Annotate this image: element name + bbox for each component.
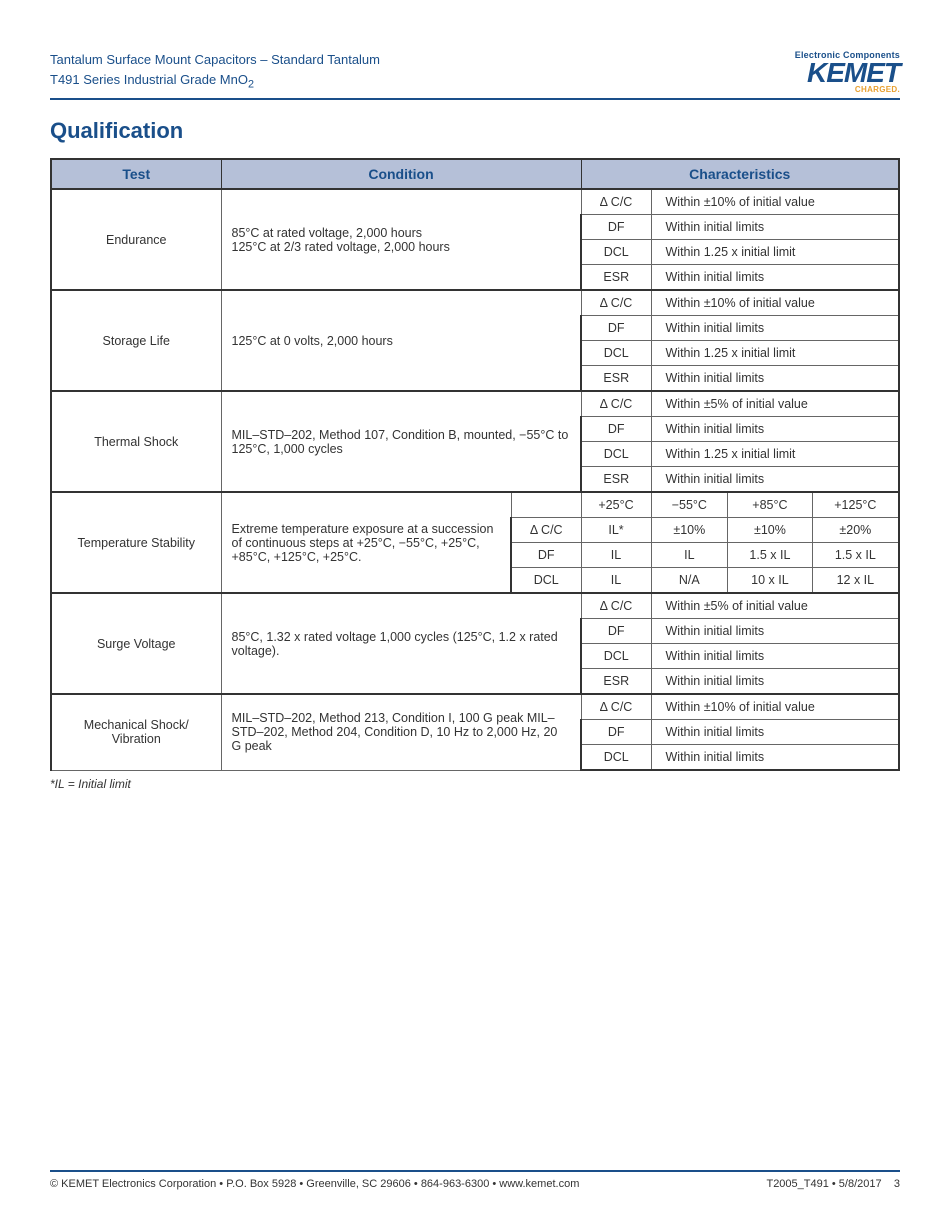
matrix-col-header: +125°C — [812, 492, 899, 518]
characteristic-cell: Within ±10% of initial value — [651, 290, 899, 316]
condition-cell: Extreme temperature exposure at a succes… — [221, 492, 511, 593]
matrix-cell: ±20% — [812, 518, 899, 543]
param-cell: DCL — [581, 644, 651, 669]
characteristic-cell: Within initial limits — [651, 467, 899, 493]
param-cell: DCL — [511, 568, 581, 594]
param-cell: DF — [581, 619, 651, 644]
param-cell: ESR — [581, 265, 651, 291]
matrix-cell: ±10% — [728, 518, 813, 543]
test-cell: Endurance — [51, 189, 221, 290]
param-cell: DCL — [581, 745, 651, 771]
characteristic-cell: Within ±5% of initial value — [651, 593, 899, 619]
characteristic-cell: Within initial limits — [651, 265, 899, 291]
test-cell: Mechanical Shock/ Vibration — [51, 694, 221, 770]
footnote: *IL = Initial limit — [50, 777, 900, 791]
param-cell: DF — [581, 215, 651, 240]
matrix-cell: 1.5 x IL — [812, 543, 899, 568]
condition-cell: 85°C, 1.32 x rated voltage 1,000 cycles … — [221, 593, 581, 694]
param-cell: DF — [581, 417, 651, 442]
param-cell: Δ C/C — [581, 694, 651, 720]
param-cell: ESR — [581, 366, 651, 392]
condition-cell: MIL–STD–202, Method 213, Condition I, 10… — [221, 694, 581, 770]
matrix-col-header: +85°C — [728, 492, 813, 518]
matrix-cell: N/A — [651, 568, 728, 594]
table-header-row: Test Condition Characteristics — [51, 159, 899, 189]
test-cell: Surge Voltage — [51, 593, 221, 694]
characteristic-cell: Within 1.25 x initial limit — [651, 240, 899, 265]
footer-left: © KEMET Electronics Corporation • P.O. B… — [50, 1178, 579, 1190]
logo: Electronic Components KEMET CHARGED. — [795, 50, 900, 94]
characteristic-cell: Within initial limits — [651, 745, 899, 771]
th-condition: Condition — [221, 159, 581, 189]
header-line2: T491 Series Industrial Grade MnO2 — [50, 70, 380, 93]
matrix-cell: 1.5 x IL — [728, 543, 813, 568]
matrix-cell: IL — [581, 543, 651, 568]
condition-cell: MIL–STD–202, Method 107, Condition B, mo… — [221, 391, 581, 492]
param-cell: DCL — [581, 240, 651, 265]
characteristic-cell: Within initial limits — [651, 316, 899, 341]
matrix-col-header: −55°C — [651, 492, 728, 518]
condition-cell: 85°C at rated voltage, 2,000 hours125°C … — [221, 189, 581, 290]
test-cell: Storage Life — [51, 290, 221, 391]
param-cell: DF — [581, 316, 651, 341]
param-cell: Δ C/C — [581, 290, 651, 316]
characteristic-cell: Within initial limits — [651, 720, 899, 745]
header-line1: Tantalum Surface Mount Capacitors – Stan… — [50, 50, 380, 70]
param-cell: Δ C/C — [581, 593, 651, 619]
characteristic-cell: Within initial limits — [651, 417, 899, 442]
param-cell: DCL — [581, 341, 651, 366]
characteristic-cell: Within initial limits — [651, 366, 899, 392]
section-title: Qualification — [50, 118, 900, 144]
th-characteristics: Characteristics — [581, 159, 899, 189]
page-footer: © KEMET Electronics Corporation • P.O. B… — [50, 1170, 900, 1190]
test-cell: Temperature Stability — [51, 492, 221, 593]
matrix-cell: IL* — [581, 518, 651, 543]
characteristic-cell: Within initial limits — [651, 215, 899, 240]
matrix-cell: 10 x IL — [728, 568, 813, 594]
param-cell: Δ C/C — [511, 518, 581, 543]
condition-cell: 125°C at 0 volts, 2,000 hours — [221, 290, 581, 391]
param-cell: DCL — [581, 442, 651, 467]
matrix-cell: ±10% — [651, 518, 728, 543]
characteristic-cell: Within ±5% of initial value — [651, 391, 899, 417]
characteristic-cell: Within ±10% of initial value — [651, 189, 899, 215]
page-header: Tantalum Surface Mount Capacitors – Stan… — [50, 50, 900, 100]
matrix-col-header: +25°C — [581, 492, 651, 518]
th-test: Test — [51, 159, 221, 189]
characteristic-cell: Within 1.25 x initial limit — [651, 442, 899, 467]
param-cell: ESR — [581, 669, 651, 695]
characteristic-cell: Within ±10% of initial value — [651, 694, 899, 720]
characteristic-cell: Within 1.25 x initial limit — [651, 341, 899, 366]
characteristic-cell: Within initial limits — [651, 669, 899, 695]
qualification-table: Test Condition Characteristics Endurance… — [50, 158, 900, 771]
matrix-cell: IL — [651, 543, 728, 568]
param-cell: Δ C/C — [581, 189, 651, 215]
test-cell: Thermal Shock — [51, 391, 221, 492]
footer-right: T2005_T491 • 5/8/2017 3 — [766, 1178, 900, 1190]
matrix-cell: 12 x IL — [812, 568, 899, 594]
param-cell: ESR — [581, 467, 651, 493]
logo-name: KEMET — [795, 60, 900, 85]
param-cell: DF — [511, 543, 581, 568]
characteristic-cell: Within initial limits — [651, 619, 899, 644]
header-text: Tantalum Surface Mount Capacitors – Stan… — [50, 50, 380, 92]
param-cell: DF — [581, 720, 651, 745]
param-cell: Δ C/C — [581, 391, 651, 417]
matrix-cell: IL — [581, 568, 651, 594]
characteristic-cell: Within initial limits — [651, 644, 899, 669]
param-cell — [511, 492, 581, 518]
